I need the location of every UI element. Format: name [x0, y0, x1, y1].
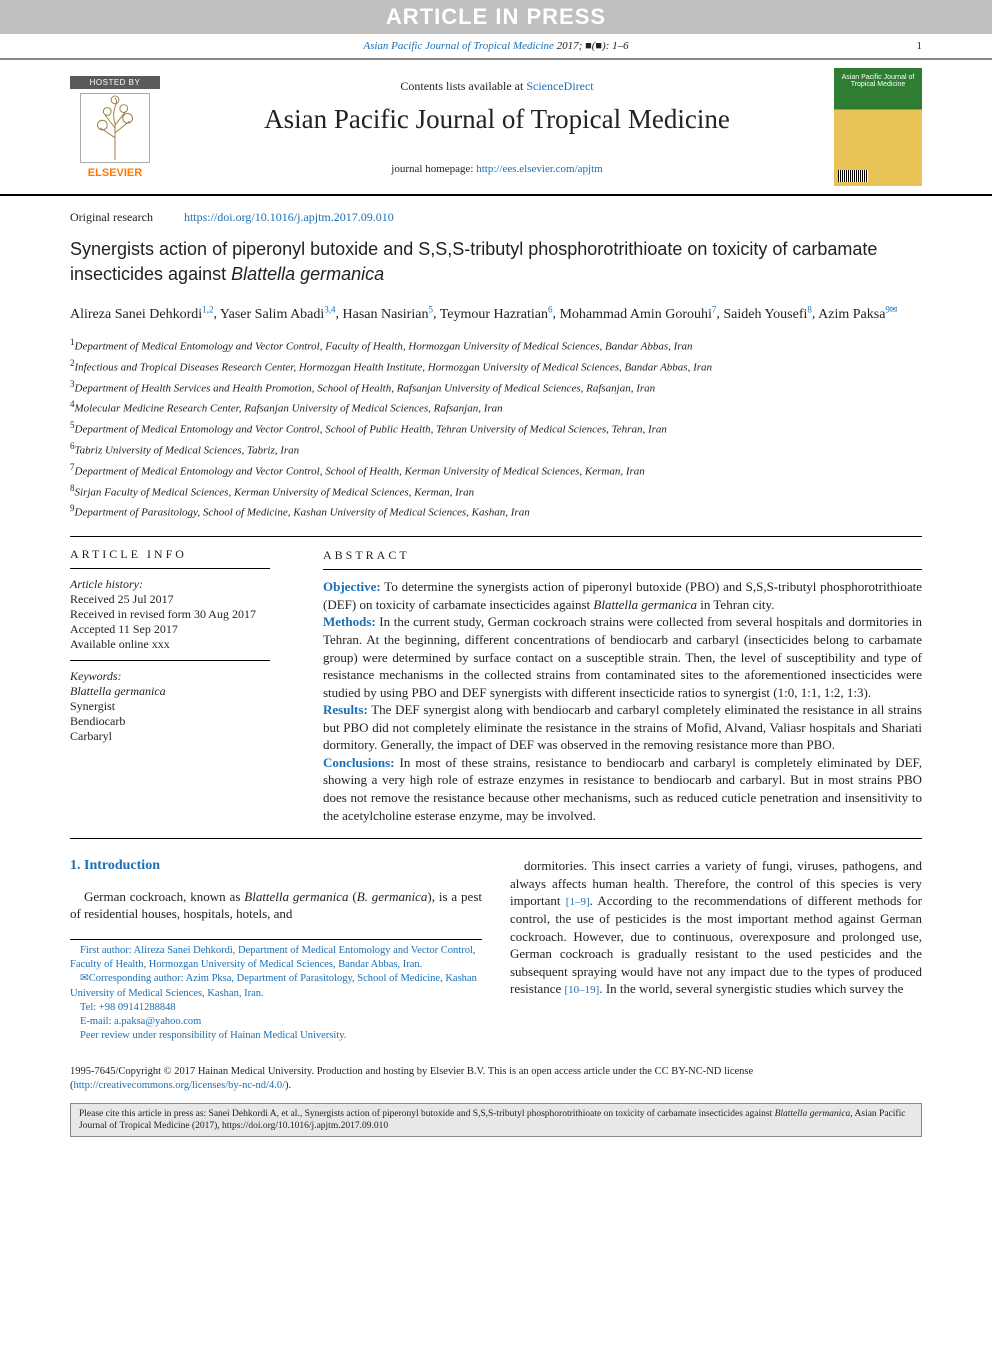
keyword: Bendiocarb: [70, 714, 295, 729]
running-citation: Asian Pacific Journal of Tropical Medici…: [0, 34, 992, 58]
publisher-logo-block: HOSTED BY ELSEVIER: [70, 76, 160, 179]
article-history-label: Article history:: [70, 577, 295, 592]
abstract-column: ABSTRACT Objective: To determine the syn…: [323, 547, 922, 824]
contents-available-line: Contents lists available at ScienceDirec…: [176, 79, 818, 94]
corresponding-author-note: ✉Corresponding author: Azim Pksa, Depart…: [70, 972, 482, 1000]
contents-prefix: Contents lists available at: [400, 79, 526, 93]
affiliation: 8Sirjan Faculty of Medical Sciences, Ker…: [70, 481, 922, 502]
copyright-notice: 1995-7645/Copyright © 2017 Hainan Medica…: [70, 1065, 922, 1092]
email-link[interactable]: a.paksa@yahoo.com: [114, 1016, 201, 1027]
homepage-label: journal homepage:: [391, 163, 476, 175]
affiliation-list: 1Department of Medical Entomology and Ve…: [0, 331, 992, 526]
journal-header: HOSTED BY ELSEVIER Contents lists availa…: [0, 58, 992, 196]
doi-link[interactable]: https://doi.org/10.1016/j.apjtm.2017.09.…: [184, 210, 394, 224]
article-type-label: Original research: [70, 210, 153, 224]
abstract-body: Objective: To determine the synergists a…: [323, 578, 922, 824]
author: Teymour Hazratian6: [440, 307, 553, 322]
article-info-heading: ARTICLE INFO: [70, 547, 295, 568]
body-columns: 1. Introduction German cockroach, known …: [0, 839, 992, 1053]
affiliation: 9Department of Parasitology, School of M…: [70, 501, 922, 522]
affiliation: 6Tabriz University of Medical Sciences, …: [70, 439, 922, 460]
barcode-icon: [838, 170, 868, 182]
article-info-column: ARTICLE INFO Article history: Received 2…: [70, 547, 295, 824]
sciencedirect-link[interactable]: ScienceDirect: [526, 79, 593, 93]
objective-label: Objective:: [323, 579, 381, 594]
body-column-right: dormitories. This insect carries a varie…: [510, 857, 922, 1043]
journal-homepage-link[interactable]: http://ees.elsevier.com/apjtm: [476, 163, 602, 175]
introduction-heading: 1. Introduction: [70, 857, 482, 876]
article-meta-row: Original research https://doi.org/10.101…: [0, 196, 992, 231]
info-abstract-region: ARTICLE INFO Article history: Received 2…: [70, 536, 922, 839]
results-label: Results:: [323, 702, 368, 717]
article-in-press-banner: ARTICLE IN PRESS: [0, 0, 992, 34]
running-citation-range: 2017; ■(■): 1–6: [554, 40, 629, 52]
footnote-region: First author: Alireza Sanei Dehkordi, De…: [70, 939, 482, 1043]
running-citation-journal: Asian Pacific Journal of Tropical Medici…: [363, 40, 554, 52]
author: Yaser Salim Abadi3,4: [220, 307, 336, 322]
please-cite-box: Please cite this article in press as: Sa…: [70, 1103, 922, 1138]
citation-link[interactable]: [10–19]: [565, 984, 600, 996]
author-list: Alireza Sanei Dehkordi1,2, Yaser Salim A…: [0, 297, 992, 331]
cover-title-text: Asian Pacific Journal of Tropical Medici…: [834, 68, 922, 94]
conclusions-label: Conclusions:: [323, 755, 395, 770]
elsevier-tree-icon: [80, 93, 150, 163]
keyword: Blattella germanica: [70, 684, 295, 699]
intro-paragraph-left: German cockroach, known as Blattella ger…: [70, 888, 482, 923]
publisher-name: ELSEVIER: [70, 167, 160, 179]
methods-label: Methods:: [323, 614, 376, 629]
history-revised: Received in revised form 30 Aug 2017: [70, 607, 295, 622]
history-received: Received 25 Jul 2017: [70, 592, 295, 607]
cc-license-link[interactable]: http://creativecommons.org/licenses/by-n…: [74, 1080, 286, 1091]
history-accepted: Accepted 11 Sep 2017: [70, 622, 295, 637]
header-center: Contents lists available at ScienceDirec…: [176, 79, 818, 175]
hosted-by-tag: HOSTED BY: [70, 76, 160, 89]
title-text: Synergists action of piperonyl butoxide …: [70, 239, 877, 284]
abstract-heading: ABSTRACT: [323, 547, 922, 569]
intro-paragraph-right: dormitories. This insect carries a varie…: [510, 857, 922, 998]
journal-cover-thumbnail: Asian Pacific Journal of Tropical Medici…: [834, 68, 922, 186]
history-online: Available online xxx: [70, 637, 295, 652]
keyword: Synergist: [70, 699, 295, 714]
email-note: E-mail: a.paksa@yahoo.com: [70, 1015, 482, 1029]
author: Mohammad Amin Gorouhi7: [559, 307, 716, 322]
keywords-label: Keywords:: [70, 669, 295, 684]
affiliation: 5Department of Medical Entomology and Ve…: [70, 418, 922, 439]
info-divider: [70, 660, 270, 661]
journal-name: Asian Pacific Journal of Tropical Medici…: [176, 104, 818, 135]
author: Saideh Yousefi8: [723, 307, 812, 322]
citation-link[interactable]: [1–9]: [566, 896, 590, 908]
affiliation: 3Department of Health Services and Healt…: [70, 377, 922, 398]
journal-homepage-line: journal homepage: http://ees.elsevier.co…: [176, 163, 818, 175]
author: Alireza Sanei Dehkordi1,2: [70, 307, 213, 322]
author: Hasan Nasirian5: [343, 307, 433, 322]
affiliation: 4Molecular Medicine Research Center, Raf…: [70, 397, 922, 418]
peer-review-note: Peer review under responsibility of Hain…: [70, 1029, 482, 1043]
tel-note: Tel: +98 09141288848: [70, 1001, 482, 1015]
body-column-left: 1. Introduction German cockroach, known …: [70, 857, 482, 1043]
affiliation: 2Infectious and Tropical Diseases Resear…: [70, 356, 922, 377]
author: Azim Paksa9✉: [818, 307, 897, 322]
affiliation: 7Department of Medical Entomology and Ve…: [70, 460, 922, 481]
first-author-note: First author: Alireza Sanei Dehkordi, De…: [70, 944, 482, 972]
title-species: Blattella germanica: [231, 264, 384, 284]
keyword: Carbaryl: [70, 729, 295, 744]
article-title: Synergists action of piperonyl butoxide …: [0, 231, 992, 297]
page-number: 1: [917, 40, 923, 52]
affiliation: 1Department of Medical Entomology and Ve…: [70, 335, 922, 356]
